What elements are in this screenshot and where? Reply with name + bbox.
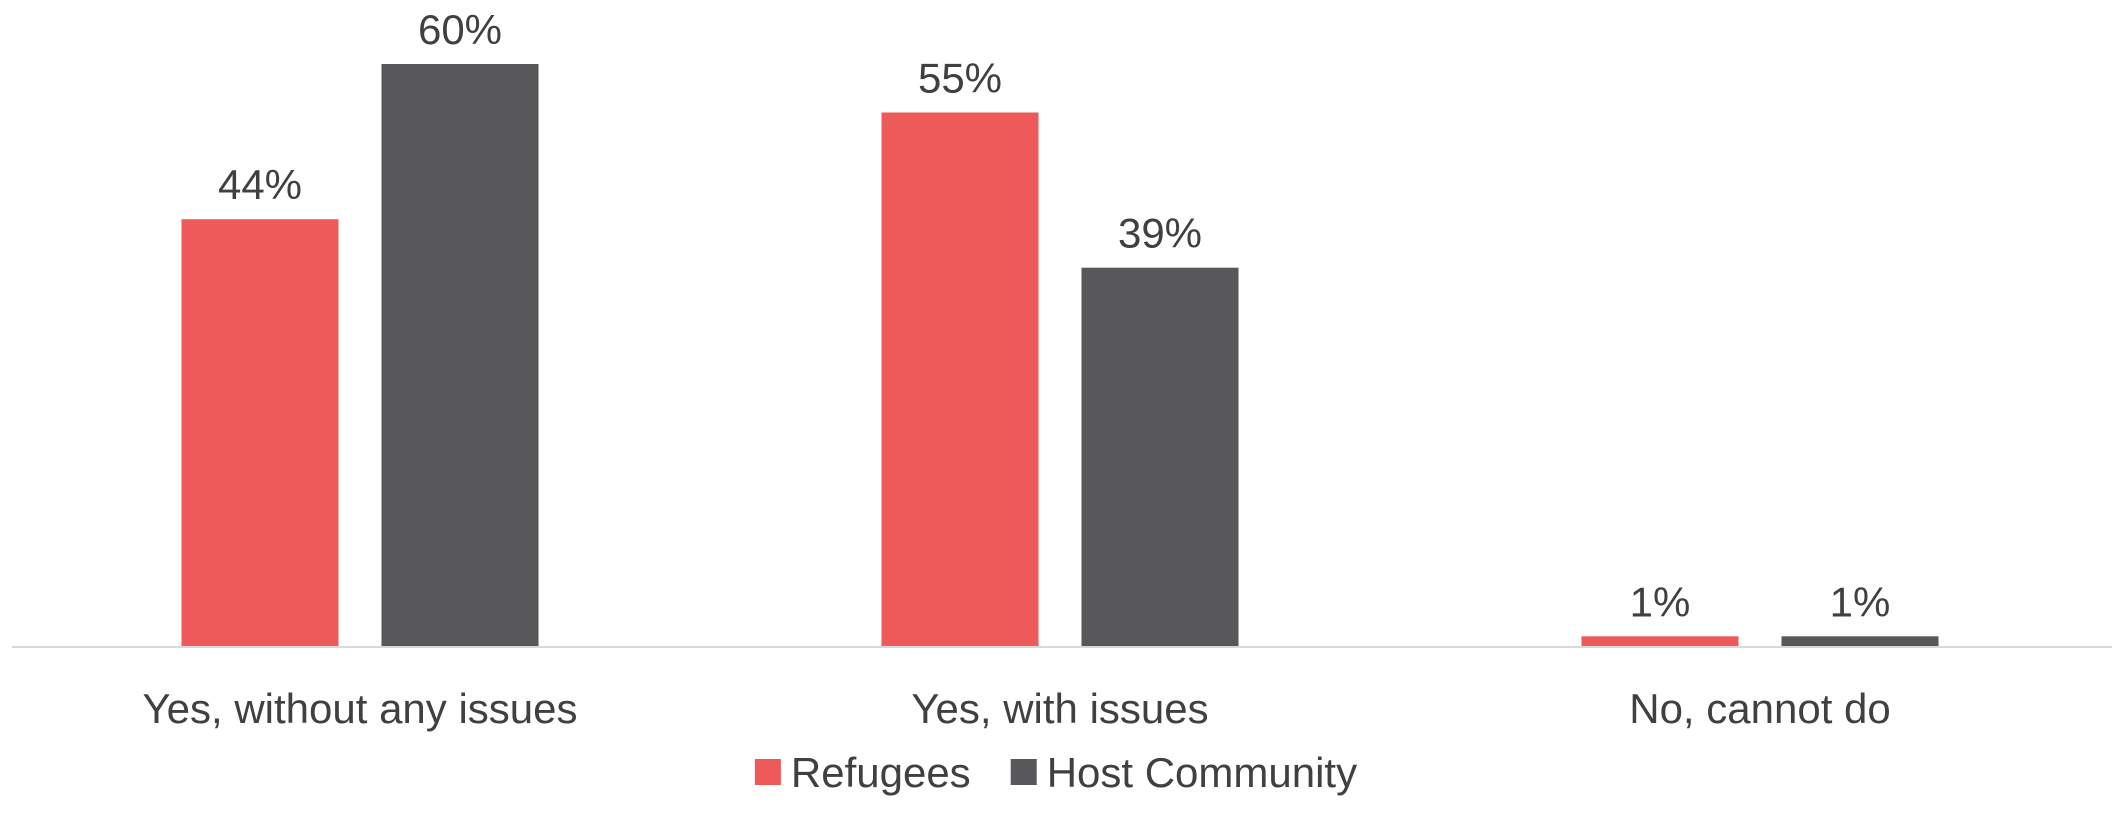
bar-host-community-1 bbox=[381, 64, 539, 646]
data-label: 1% bbox=[1830, 578, 1891, 625]
bar-host-community-3 bbox=[1781, 636, 1939, 646]
bar-refugees-1 bbox=[181, 219, 339, 646]
data-label: 44% bbox=[218, 161, 302, 208]
legend-item: Refugees bbox=[754, 749, 971, 796]
legend-swatch bbox=[754, 759, 781, 785]
bar-refugees-2 bbox=[881, 112, 1039, 646]
data-label: 1% bbox=[1630, 578, 1691, 625]
legend-label: Refugees bbox=[791, 749, 971, 796]
legend-swatch bbox=[1010, 759, 1037, 785]
x-tick-label: Yes, with issues bbox=[911, 685, 1208, 732]
x-tick-label: No, cannot do bbox=[1629, 685, 1891, 732]
legend-item: Host Community bbox=[1010, 749, 1357, 796]
bar-host-community-2 bbox=[1081, 267, 1239, 646]
x-tick-label: Yes, without any issues bbox=[142, 685, 577, 732]
data-label: 55% bbox=[918, 55, 1002, 102]
legend-label: Host Community bbox=[1047, 749, 1357, 796]
data-label: 60% bbox=[418, 6, 502, 53]
bar-refugees-3 bbox=[1581, 636, 1739, 646]
data-label: 39% bbox=[1118, 210, 1202, 257]
